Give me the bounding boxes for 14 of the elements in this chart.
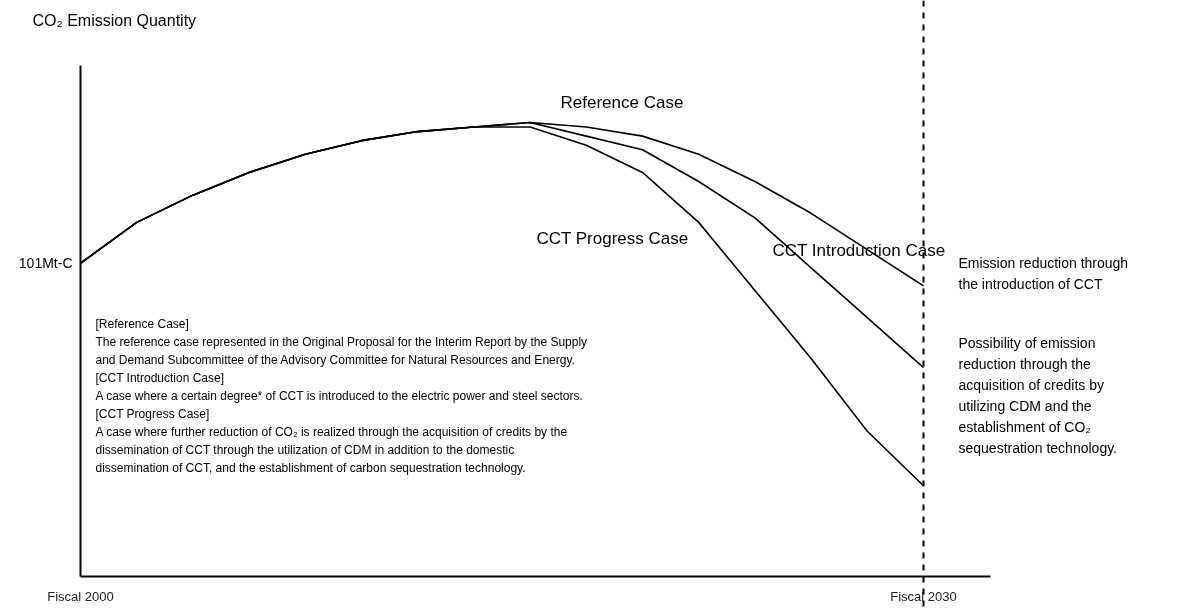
annotation: Emission reduction through the introduction of CCT [958, 254, 1129, 292]
annotation: [CCT Progress Case] [95, 406, 210, 421]
series-label: Reference Case [560, 93, 684, 112]
annotation: [CCT Introduction Case] [95, 370, 225, 385]
text: CO₂ Emission Quantity [32, 12, 197, 29]
annotation: Possibility of emission reduction through the acquisition of credits by utilizing CDM and the establishment of CO₂ sequestration technology. [958, 334, 1118, 456]
series-label: CCT Progress Case [536, 229, 689, 248]
annotation: A case where further reduction of CO₂ is realized through the acquisition of credits by the dissemination of CCT through the utilization of CDM in addition to the domestic dissemination of CCT, and the establishment of carbon sequestration technology. [95, 424, 568, 475]
annotation: The reference case represented in the Original Proposal for the Interim Report by the Supply and Demand Subcommittee of the Advisory Committee for Natural Resources and Energy. [95, 334, 588, 367]
x-tick-label: Fiscal 2000 [47, 589, 114, 604]
x-tick-label: Fiscal 2030 [890, 589, 957, 604]
annotation: [Reference Case] [95, 316, 189, 331]
annotation: 101Mt-C [18, 255, 73, 272]
annotation: A case where a certain degree* of CCT is introduced to the electric power and steel sectors. [95, 388, 583, 403]
